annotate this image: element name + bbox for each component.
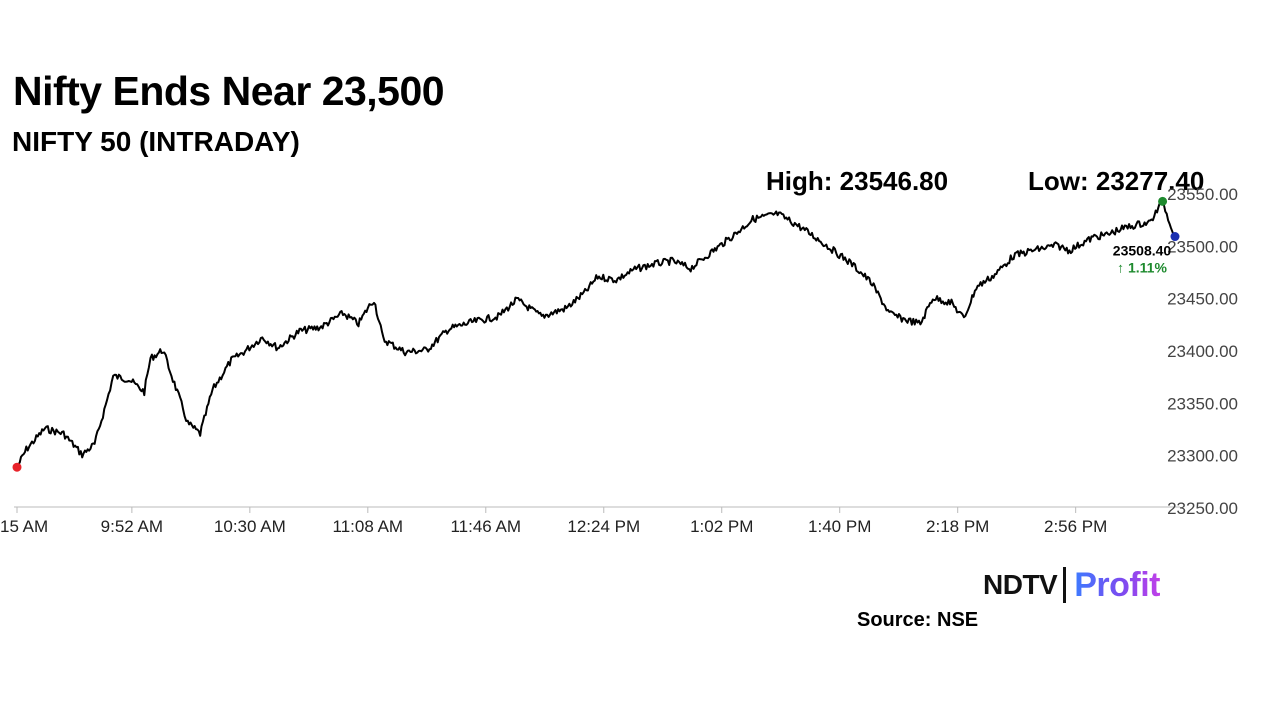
x-axis: 9:15 AM 9:52 AM 10:30 AM 11:08 AM 11:46 AM 12… xyxy=(0,507,1107,536)
chart-subtitle: NIFTY 50 (INTRADAY) xyxy=(12,126,300,157)
logo-ndtv-text: NDTV xyxy=(983,569,1058,600)
y-tick-label: 23300.00 xyxy=(1167,447,1238,466)
price-line xyxy=(16,201,1176,468)
change-label: ↑ 1.11% xyxy=(1117,260,1167,276)
y-tick-label: 23350.00 xyxy=(1167,394,1238,413)
low-label: Low: 23277.40 xyxy=(1028,166,1205,196)
y-tick-label: 23550.00 xyxy=(1167,185,1238,204)
x-tick-label: 9:15 AM xyxy=(0,517,48,536)
chart-markers xyxy=(12,196,1180,472)
x-tick-label: 12:24 PM xyxy=(567,517,640,536)
y-tick-label: 23500.00 xyxy=(1167,237,1238,256)
x-tick-label: 11:46 AM xyxy=(450,517,521,536)
last-price-labels: 23508.40↑ 1.11% xyxy=(1113,243,1172,276)
last-price-marker xyxy=(1170,232,1180,242)
y-tick-label: 23450.00 xyxy=(1167,290,1238,309)
source-note: Source: NSE xyxy=(857,609,979,631)
x-tick-label: 1:02 PM xyxy=(690,517,753,536)
logo-divider xyxy=(1063,567,1067,603)
y-tick-label: 23250.00 xyxy=(1167,499,1238,518)
chart-title: Nifty Ends Near 23,500 xyxy=(13,68,445,114)
x-tick-label: 11:08 AM xyxy=(333,517,404,536)
last-price-label: 23508.40 xyxy=(1113,243,1172,259)
x-tick-label: 2:56 PM xyxy=(1044,517,1107,536)
x-tick-label: 1:40 PM xyxy=(808,517,871,536)
y-tick-label: 23400.00 xyxy=(1167,342,1238,361)
logo-profit-text: Profit xyxy=(1074,565,1161,604)
x-tick-label: 2:18 PM xyxy=(926,517,989,536)
x-tick-label: 9:52 AM xyxy=(101,517,163,536)
open-marker xyxy=(12,462,22,472)
high-label: High: 23546.80 xyxy=(766,166,949,196)
high-marker xyxy=(1158,196,1168,206)
x-tick-label: 10:30 AM xyxy=(214,517,286,536)
y-axis: 23250.00 23300.00 23350.00 23400.00 23450.00… xyxy=(1167,185,1238,518)
ndtv-profit-logo: NDTV Profit xyxy=(983,565,1161,605)
